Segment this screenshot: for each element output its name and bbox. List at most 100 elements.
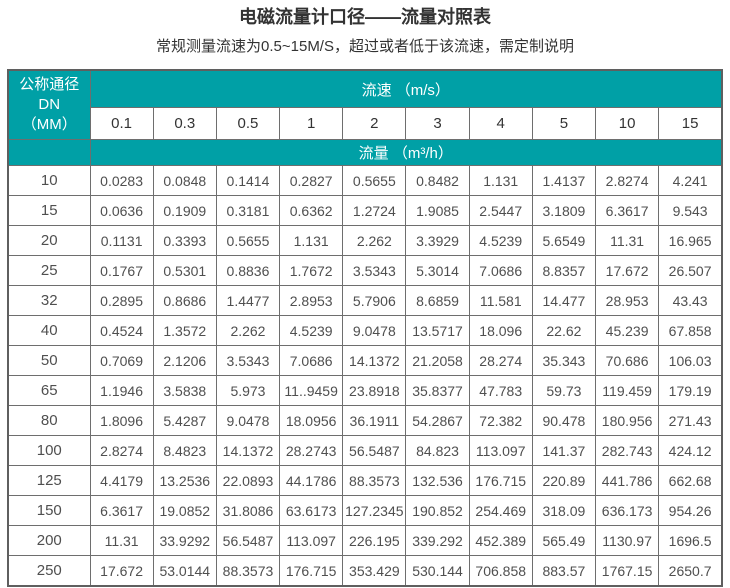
flow-band-spacer: [7, 139, 91, 166]
header-row-velocity-values: 0.1 0.3 0.5 1 2 3 4 5 10 15: [8, 107, 723, 140]
flow-value-cell: 1130.97: [594, 525, 660, 556]
flow-value-cell: 127.2345: [342, 495, 407, 526]
header-row-velocity-band: 公称通径DN （MM） 流速 （m/s）: [7, 69, 723, 140]
flow-value-cell: 0.8836: [215, 255, 281, 286]
flow-value-cell: 56.5487: [342, 435, 407, 466]
flow-value-cell: 13.2536: [152, 465, 217, 496]
flow-value-cell: 0.5655: [342, 165, 407, 196]
flow-value-cell: 22.0893: [215, 465, 281, 496]
flow-value-cell: 1.4477: [215, 285, 281, 316]
flow-value-cell: 132.536: [405, 465, 470, 496]
dn-cell: 25: [7, 255, 91, 286]
velocity-value-cell: 10: [594, 107, 660, 140]
flow-value-cell: 0.2895: [89, 285, 154, 316]
flow-value-cell: 67.858: [658, 315, 723, 346]
flow-value-cell: 7.0686: [468, 255, 533, 286]
flow-value-cell: 0.1767: [89, 255, 154, 286]
velocity-value-cell: 2: [342, 107, 407, 140]
flow-value-cell: 0.7069: [89, 345, 154, 376]
flow-value-cell: 18.0956: [279, 405, 344, 436]
table-row: 20 0.1131 0.3393 0.5655 1.131 2.262 3.39…: [7, 225, 723, 256]
flow-value-cell: 441.786: [594, 465, 660, 496]
velocity-value-cell: 3: [405, 107, 470, 140]
flow-value-cell: 179.19: [658, 375, 723, 406]
flow-value-cell: 11.31: [594, 225, 660, 256]
flow-value-cell: 28.2743: [279, 435, 344, 466]
table-row: 125 4.4179 13.2536 22.0893 44.1786 88.35…: [7, 465, 723, 496]
table-row: 100 2.8274 8.4823 14.1372 28.2743 56.548…: [7, 435, 723, 466]
dn-cell: 200: [7, 525, 91, 556]
flow-value-cell: 119.459: [594, 375, 660, 406]
dn-cell: 10: [7, 165, 91, 196]
table-row: 40 0.4524 1.3572 2.262 4.5239 9.0478 13.…: [7, 315, 723, 346]
flow-value-cell: 2.8274: [89, 435, 154, 466]
flow-value-cell: 226.195: [342, 525, 407, 556]
flow-value-cell: 7.0686: [279, 345, 344, 376]
velocity-value-cell: 15: [658, 107, 723, 140]
flow-value-cell: 1.7672: [279, 255, 344, 286]
flow-value-cell: 0.1131: [89, 225, 154, 256]
flow-value-cell: 43.43: [658, 285, 723, 316]
flow-value-cell: 0.0636: [89, 195, 154, 226]
dn-cell: 125: [7, 465, 91, 496]
flow-value-cell: 190.852: [405, 495, 470, 526]
flow-value-cell: 4.5239: [468, 225, 533, 256]
dn-cell: 100: [7, 435, 91, 466]
flow-value-cell: 0.3181: [215, 195, 281, 226]
flow-value-cell: 6.3617: [594, 195, 660, 226]
flow-value-cell: 113.097: [468, 435, 533, 466]
table-row: 50 0.7069 2.1206 3.5343 7.0686 14.1372 2…: [7, 345, 723, 376]
flow-value-cell: 88.3573: [215, 555, 281, 587]
flow-value-cell: 3.1809: [531, 195, 597, 226]
flow-value-cell: 11.31: [89, 525, 154, 556]
flow-value-cell: 1.1946: [89, 375, 154, 406]
flow-value-cell: 3.3929: [405, 225, 470, 256]
flow-value-cell: 6.3617: [89, 495, 154, 526]
flow-value-cell: 14.1372: [215, 435, 281, 466]
table-row: 250 17.672 53.0144 88.3573 176.715 353.4…: [7, 555, 723, 587]
flow-value-cell: 54.2867: [405, 405, 470, 436]
flow-value-cell: 26.507: [658, 255, 723, 286]
flow-value-cell: 3.5343: [215, 345, 281, 376]
flow-value-cell: 72.382: [468, 405, 533, 436]
flow-value-cell: 353.429: [342, 555, 407, 587]
flow-value-cell: 3.5838: [152, 375, 217, 406]
flow-value-cell: 5.3014: [405, 255, 470, 286]
header-row-flow-band: 流量 （m³/h）: [7, 139, 723, 166]
table-row: 32 0.2895 0.8686 1.4477 2.8953 5.7906 8.…: [7, 285, 723, 316]
flow-value-cell: 22.62: [531, 315, 597, 346]
flow-value-cell: 1.2724: [342, 195, 407, 226]
flow-value-cell: 254.469: [468, 495, 533, 526]
velocity-value-cell: 1: [279, 107, 344, 140]
flow-value-cell: 33.9292: [152, 525, 217, 556]
flow-value-cell: 2.262: [215, 315, 281, 346]
flow-value-cell: 271.43: [658, 405, 723, 436]
flow-value-cell: 11.581: [468, 285, 533, 316]
velocity-value-cell: 4: [468, 107, 533, 140]
flow-value-cell: 176.715: [468, 465, 533, 496]
flow-value-cell: 113.097: [279, 525, 344, 556]
velocity-value-cell: 5: [531, 107, 597, 140]
flow-value-cell: 35.8377: [405, 375, 470, 406]
velocity-value-cell: 0.1: [89, 107, 154, 140]
table-row: 25 0.1767 0.5301 0.8836 1.7672 3.5343 5.…: [7, 255, 723, 286]
flow-value-cell: 141.37: [531, 435, 597, 466]
flow-value-cell: 31.8086: [215, 495, 281, 526]
flow-value-cell: 2.1206: [152, 345, 217, 376]
dn-cell: 40: [7, 315, 91, 346]
dn-cell: 50: [7, 345, 91, 376]
flow-value-cell: 28.953: [594, 285, 660, 316]
flow-value-cell: 21.2058: [405, 345, 470, 376]
flow-value-cell: 3.5343: [342, 255, 407, 286]
table-row: 80 1.8096 5.4287 9.0478 18.0956 36.1911 …: [7, 405, 723, 436]
flow-value-cell: 1.131: [279, 225, 344, 256]
flow-value-cell: 88.3573: [342, 465, 407, 496]
dn-cell: 15: [7, 195, 91, 226]
flow-value-cell: 706.858: [468, 555, 533, 587]
table-body: 10 0.0283 0.0848 0.1414 0.2827 0.5655 0.…: [7, 165, 723, 587]
flow-value-cell: 63.6173: [279, 495, 344, 526]
flow-value-cell: 59.73: [531, 375, 597, 406]
flow-comparison-table: 公称通径DN （MM） 流速 （m/s） 0.1 0.3 0.5 1 2 3 4…: [7, 69, 723, 587]
flow-value-cell: 662.68: [658, 465, 723, 496]
flow-value-cell: 47.783: [468, 375, 533, 406]
